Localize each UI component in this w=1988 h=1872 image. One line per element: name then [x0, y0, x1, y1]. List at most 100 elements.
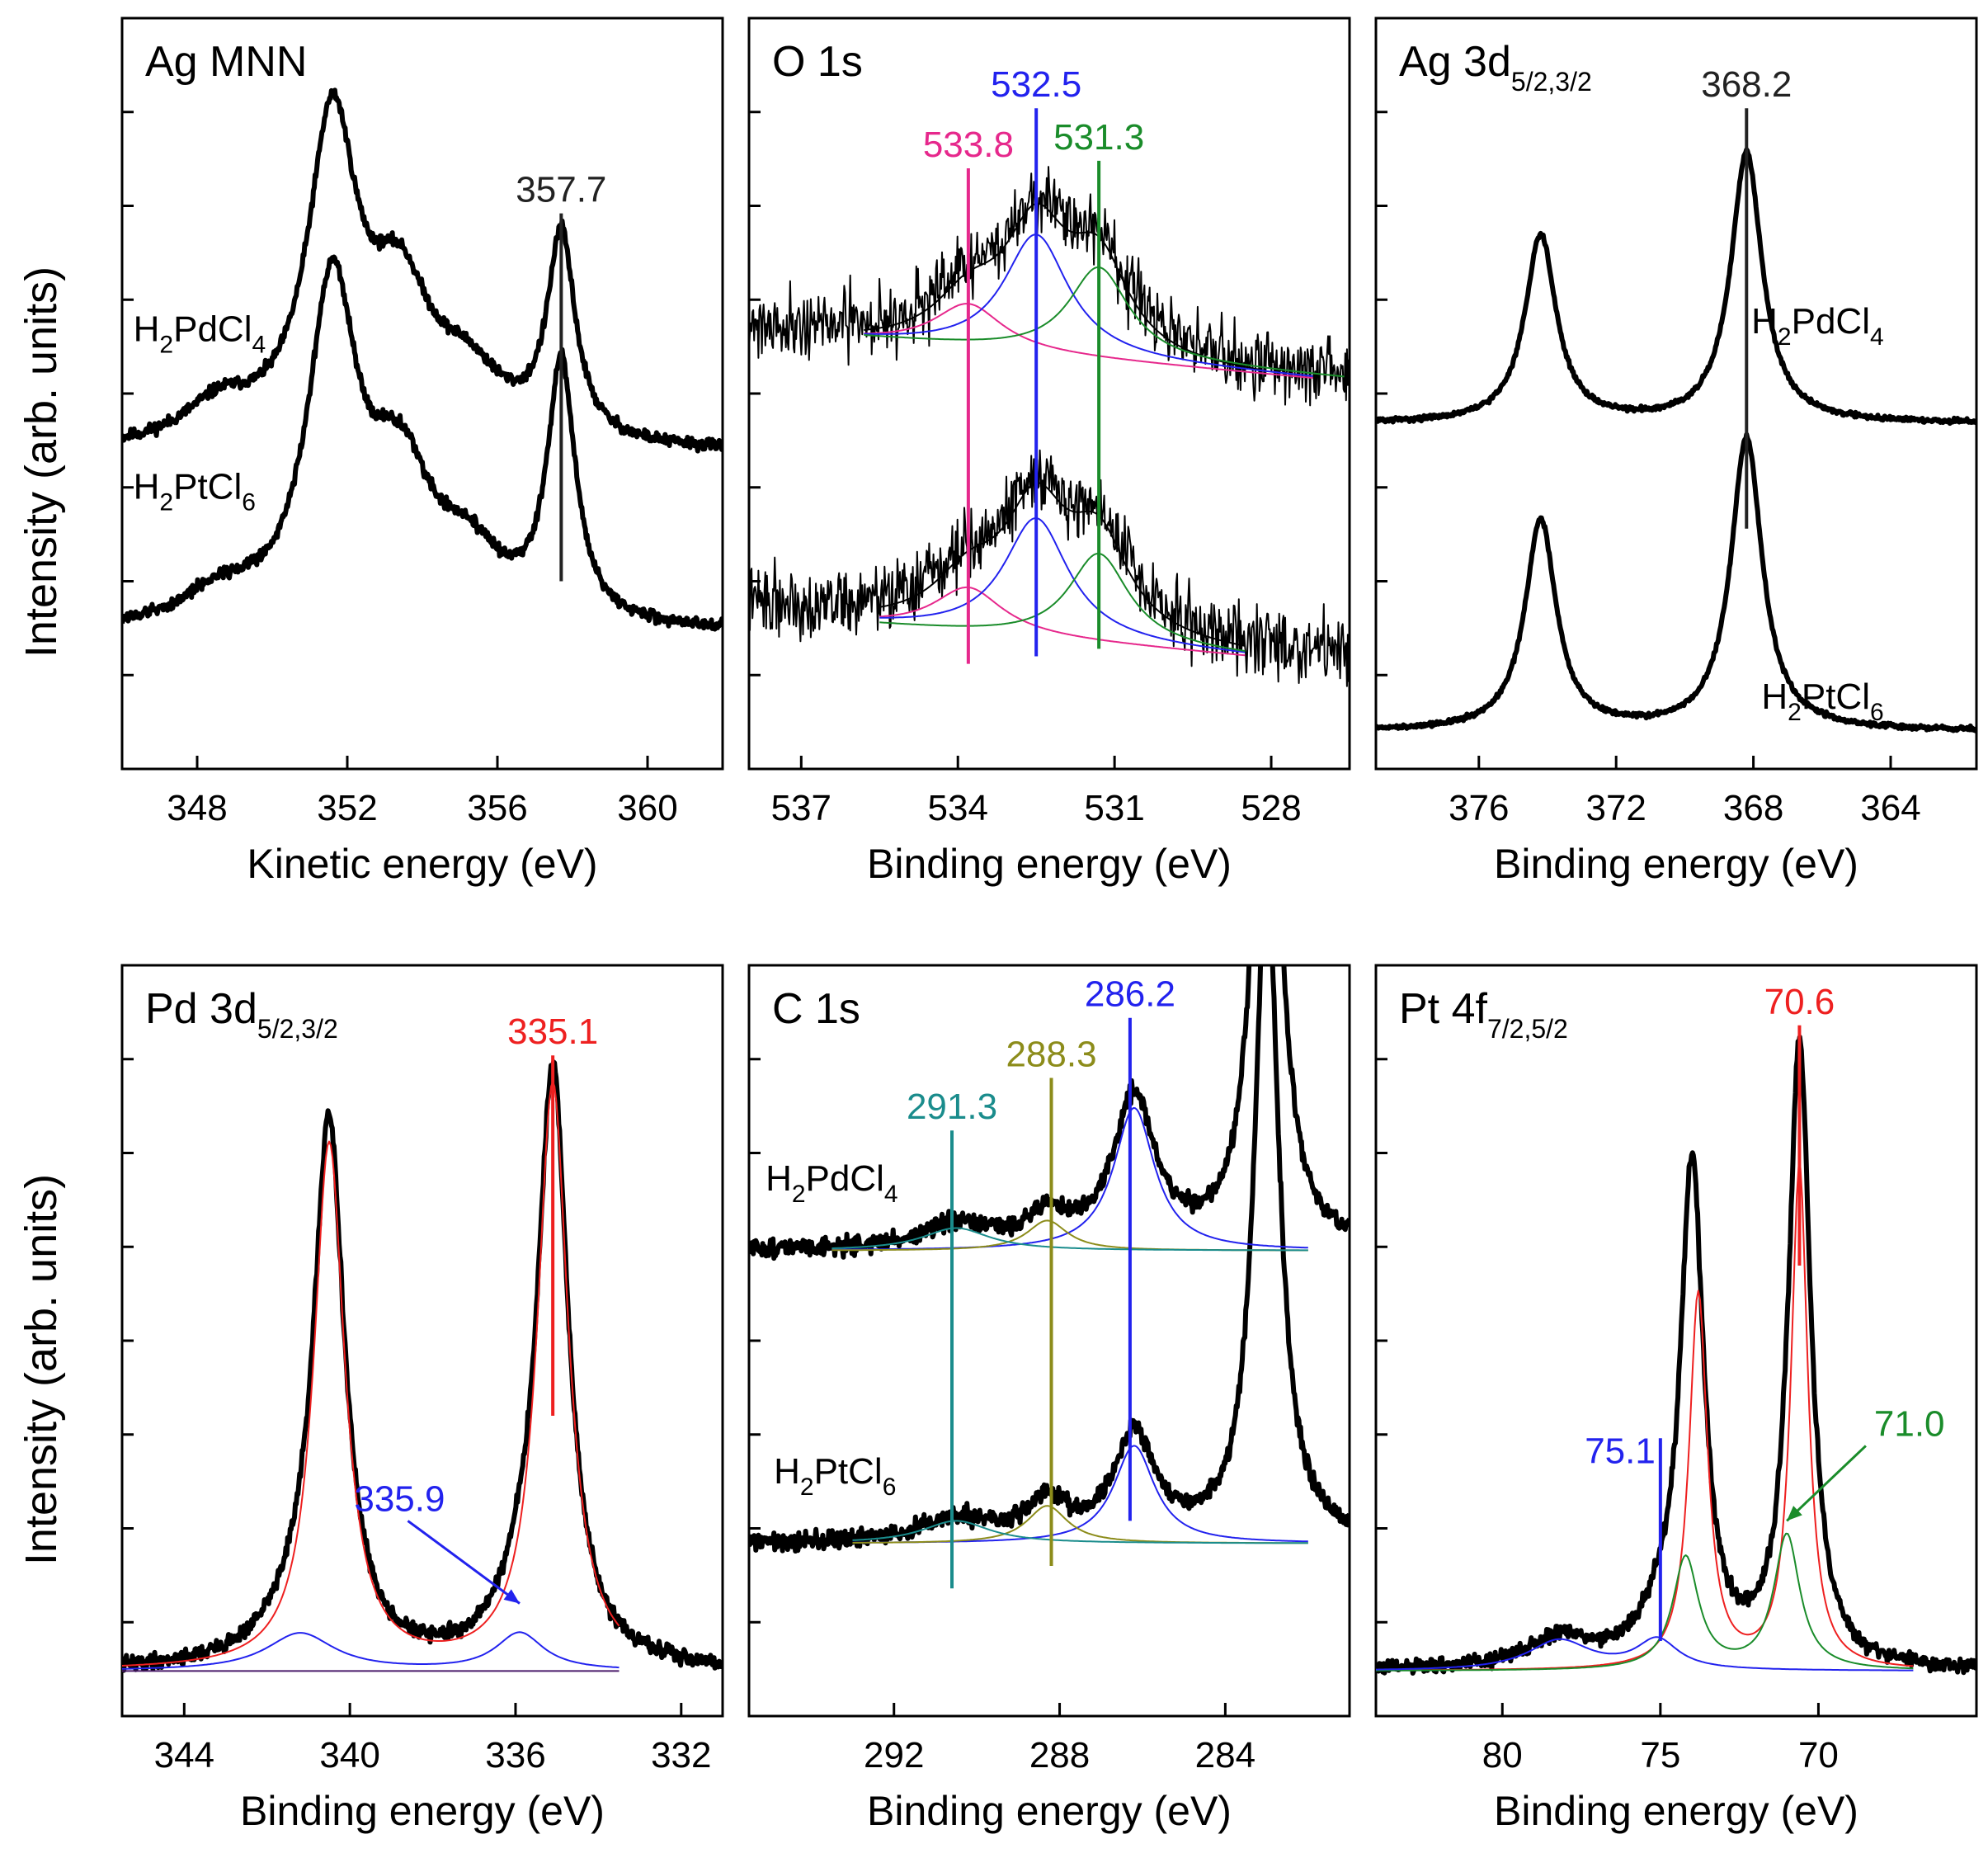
series-line — [122, 1081, 620, 1667]
series-line — [1376, 1035, 1976, 1676]
annotation-arrowhead — [503, 1589, 520, 1604]
series-label: H2PtCl6 — [134, 466, 256, 516]
x-tick-label: 332 — [651, 1735, 711, 1775]
x-tick-label: 360 — [617, 788, 677, 828]
annotation-arrow — [1786, 1445, 1867, 1522]
y-axis-label-top: Intensity (arb. units) — [16, 266, 66, 658]
series-line — [749, 449, 1350, 687]
panel-frame — [747, 964, 1351, 1718]
x-tick-label: 70 — [1798, 1735, 1839, 1775]
x-tick-label: 336 — [485, 1735, 545, 1775]
plot-area — [122, 1059, 723, 1673]
x-tick-label: 528 — [1241, 788, 1301, 828]
x-tick-label: 352 — [317, 788, 377, 828]
plot-area — [1376, 1035, 1976, 1676]
plot-area — [1376, 147, 1976, 733]
series-label: H2PdCl4 — [1751, 301, 1884, 351]
panel-title-subscript: 5/2,3/2 — [257, 1014, 338, 1044]
series-label: H2PdCl4 — [766, 1158, 898, 1208]
annotation-arrowhead — [1787, 1506, 1802, 1521]
plot-area — [122, 87, 723, 632]
x-tick-label: 364 — [1860, 788, 1920, 828]
panel-c1s: 292 288 284 Binding energy (eV) C 1s H2PdCl4 H… — [747, 964, 1351, 1834]
series-line — [1376, 431, 1976, 733]
peak-label: 71.0 — [1874, 1403, 1945, 1444]
peak-label: 368.2 — [1701, 64, 1792, 105]
series-line — [122, 1059, 723, 1673]
series-line — [831, 1227, 1308, 1252]
series-line — [1376, 1532, 1914, 1672]
series-line — [879, 517, 1246, 653]
series-line — [864, 303, 1313, 379]
series-line — [852, 1520, 1308, 1544]
panel-title: Pd 3d5/2,3/2 — [145, 985, 338, 1044]
x-tick-label: 80 — [1482, 1735, 1523, 1775]
x-tick-label: 376 — [1449, 788, 1509, 828]
x-tick-label: 284 — [1195, 1735, 1255, 1775]
series-line — [749, 965, 1350, 1261]
x-tick-label: 356 — [467, 788, 527, 828]
x-tick-label: 348 — [167, 788, 227, 828]
x-tick-label: 344 — [154, 1735, 214, 1775]
series-line — [864, 266, 1345, 378]
x-tick-label: 340 — [319, 1735, 379, 1775]
panel-title: O 1s — [772, 38, 863, 86]
panel-title: Ag MNN — [145, 38, 307, 86]
x-tick-label: 531 — [1084, 788, 1144, 828]
peak-label: 70.6 — [1764, 982, 1835, 1022]
series-line — [1376, 1636, 1914, 1672]
series-line — [749, 166, 1350, 407]
x-tick-label: 368 — [1723, 788, 1783, 828]
panels-group: 348 352 356 360 Kinetic energy (eV) Ag MNN H2P… — [120, 17, 1978, 1834]
plot-area — [749, 166, 1350, 687]
x-axis-label: Binding energy (eV) — [1494, 841, 1858, 887]
peak-label: 335.9 — [354, 1478, 445, 1519]
x-axis-label: Kinetic energy (eV) — [247, 841, 597, 887]
x-tick-label: 292 — [864, 1735, 924, 1775]
x-axis-label: Binding energy (eV) — [867, 1788, 1232, 1834]
peak-label: 357.7 — [516, 170, 606, 210]
x-tick-label: 537 — [771, 788, 831, 828]
peak-label: 335.1 — [507, 1011, 598, 1052]
x-axis-label: Binding energy (eV) — [1494, 1788, 1858, 1834]
series-line — [879, 553, 1246, 653]
peak-label: 75.1 — [1585, 1431, 1656, 1471]
x-tick-label: 372 — [1585, 788, 1646, 828]
panel-pt4f: 80 75 70 Binding energy (eV) Pt 4f7/2,5/2 70.… — [1374, 964, 1978, 1834]
x-tick-label: 288 — [1029, 1735, 1090, 1775]
panel-frame — [1374, 17, 1978, 771]
panel-title: Ag 3d5/2,3/2 — [1399, 38, 1592, 97]
plot-area — [749, 965, 1350, 1554]
peak-label: 288.3 — [1006, 1035, 1096, 1075]
series-line — [864, 233, 1313, 377]
series-line — [879, 482, 1246, 647]
series-line — [749, 965, 1350, 1554]
panel-frame — [120, 964, 724, 1718]
panel-pd3d: 344 340 336 332 Binding energy (eV) Pd 3d5/2,… — [120, 964, 724, 1834]
series-line — [831, 1219, 1308, 1252]
peak-label: 286.2 — [1085, 974, 1175, 1015]
peak-label: 532.5 — [991, 64, 1081, 105]
series-line — [122, 87, 723, 454]
peak-label: 291.3 — [907, 1087, 997, 1127]
series-line — [864, 202, 1261, 371]
panel-title-subscript: 5/2,3/2 — [1511, 67, 1592, 97]
series-line — [1376, 147, 1976, 427]
series-line — [122, 254, 723, 632]
x-axis-label: Binding energy (eV) — [867, 841, 1232, 887]
panel-ag-mnn: 348 352 356 360 Kinetic energy (eV) Ag MNN H2P… — [120, 17, 724, 887]
x-axis-label: Binding energy (eV) — [240, 1788, 605, 1834]
series-line — [879, 586, 1246, 657]
y-axis-label-bottom: Intensity (arb. units) — [16, 1174, 66, 1565]
series-label: H2PtCl6 — [1761, 677, 1883, 726]
panel-title: C 1s — [772, 985, 860, 1033]
series-label: H2PtCl6 — [774, 1451, 896, 1501]
x-tick-label: 75 — [1640, 1735, 1680, 1775]
peak-label: 531.3 — [1053, 117, 1144, 158]
panel-frame — [1374, 964, 1978, 1718]
series-line — [831, 1107, 1308, 1251]
peak-label: 533.8 — [923, 125, 1014, 165]
